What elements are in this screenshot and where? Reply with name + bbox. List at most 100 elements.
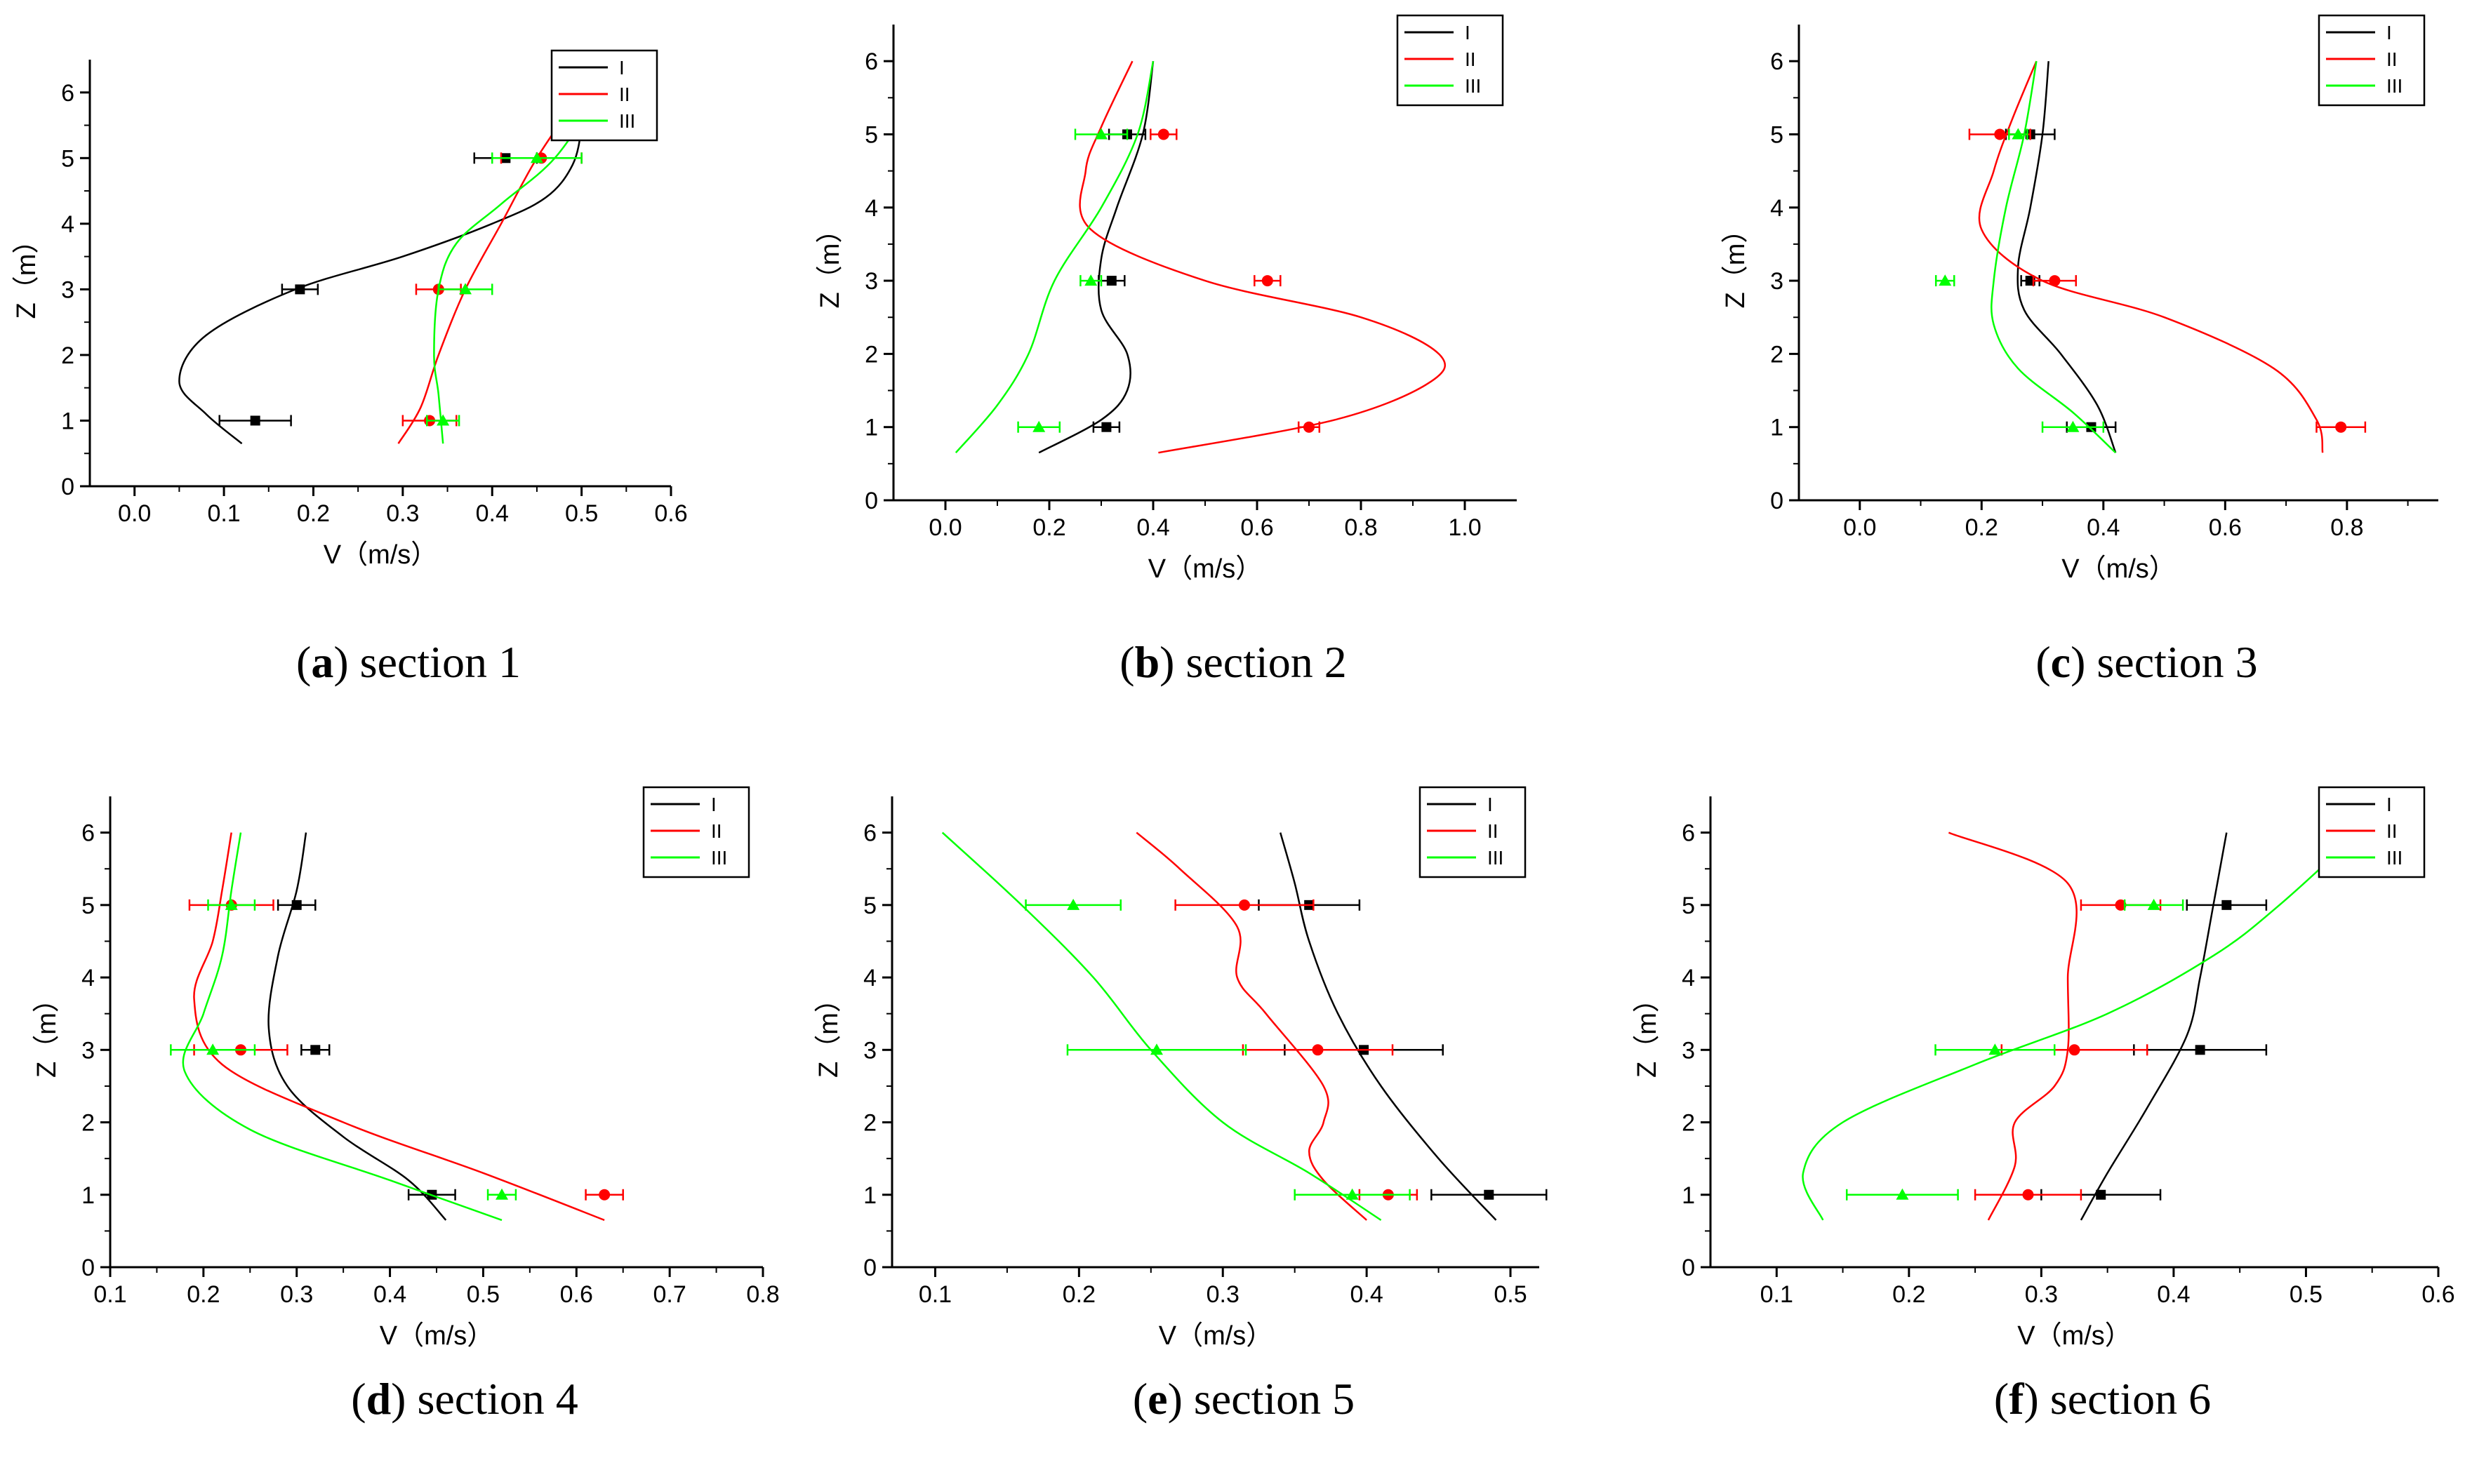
series-III	[1802, 831, 2360, 1221]
data-point-I	[277, 899, 317, 911]
series-line-I	[1279, 832, 1497, 1221]
series-line-III	[1802, 831, 2360, 1221]
marker-triangle	[2066, 420, 2080, 432]
marker-circle	[1312, 1044, 1324, 1056]
caption-letter: c	[2051, 637, 2071, 687]
y-tick-label: 0	[1770, 488, 1783, 514]
legend-box	[2318, 14, 2426, 107]
data-point-II	[2032, 275, 2078, 287]
caption-letter: a	[311, 637, 333, 687]
series-III	[941, 831, 1411, 1221]
y-axis-label: Z（m）	[816, 217, 845, 309]
y-tick-label: 5	[1770, 121, 1783, 148]
x-tick-label: 0.1	[207, 500, 240, 527]
x-tick-label: 0.5	[2290, 1281, 2323, 1308]
y-tick-label: 3	[863, 1037, 877, 1064]
x-tick-label: 0.5	[467, 1281, 500, 1308]
x-tick-label: 0.3	[1207, 1281, 1240, 1308]
marker-circle	[599, 1189, 611, 1201]
series-line-II	[1079, 60, 1447, 454]
marker-circle	[1157, 128, 1169, 140]
series-III	[170, 832, 517, 1222]
y-tick-label: 5	[865, 121, 878, 148]
series-line-III	[433, 92, 601, 444]
x-tick-label: 0.3	[2025, 1281, 2058, 1308]
x-tick-label: 0.6	[654, 500, 687, 527]
data-point-III	[425, 414, 460, 427]
marker-triangle	[1095, 128, 1108, 140]
y-tick-label: 0	[61, 474, 74, 500]
y-tick-label: 6	[81, 820, 95, 847]
y-axis-label: Z（m）	[1633, 986, 1662, 1078]
series-line-I	[2016, 61, 2117, 453]
marker-square	[1484, 1189, 1494, 1200]
legend-label-II: II	[619, 83, 630, 105]
legend-label-II: II	[1487, 820, 1499, 842]
y-tick-label: 3	[61, 276, 74, 303]
data-point-I	[1098, 275, 1126, 287]
caption-close-paren: )	[1159, 637, 1185, 687]
marker-circle	[2022, 1189, 2034, 1201]
chart-panel-f: 0.1 0.2 0.3 0.4 0.5 0.60123456V（m/s）Z（m）IIIII…	[1633, 786, 2455, 1424]
legend-label-III: III	[1487, 847, 1503, 869]
x-tick-label: 0.1	[1760, 1281, 1793, 1308]
x-axis-label: V（m/s）	[1159, 1321, 1273, 1351]
series-line-II	[1948, 831, 2078, 1221]
legend-label-II: II	[2386, 820, 2398, 842]
x-tick-label: 0.3	[280, 1281, 313, 1308]
caption-open-paren: (	[1133, 1374, 1148, 1424]
marker-triangle	[1032, 420, 1046, 432]
x-axis-label: V（m/s）	[324, 540, 438, 570]
x-tick-label: 0.2	[1063, 1281, 1096, 1308]
y-tick-label: 0	[865, 488, 878, 514]
caption-text: section 2	[1185, 637, 1346, 687]
panel-caption: (a) section 1	[296, 637, 521, 687]
marker-square	[1106, 276, 1117, 286]
caption-close-paren: )	[2024, 1374, 2050, 1424]
panel-caption: (f) section 6	[1994, 1374, 2211, 1424]
x-tick-label: 0.8	[2330, 514, 2363, 541]
legend-label-I: I	[1465, 22, 1470, 44]
x-tick-label: 0.4	[476, 500, 509, 527]
data-point-III	[2041, 420, 2105, 433]
chart-panel-d: 0.1 0.2 0.3 0.4 0.5 0.6 0.7 0.8 0 1 2 3 4 5 6 V（m/s） Z（m…	[32, 786, 780, 1424]
series-line-II	[397, 92, 583, 444]
x-tick-label: 1.0	[1448, 514, 1481, 541]
data-point-I	[300, 1044, 331, 1056]
x-axis-label: V（m/s）	[380, 1321, 494, 1351]
caption-letter: d	[366, 1374, 392, 1424]
x-tick-label: 0.8	[1344, 514, 1377, 541]
caption-text: section 3	[2096, 637, 2257, 687]
data-point-III	[1074, 128, 1129, 140]
caption-open-paren: (	[296, 637, 311, 687]
marker-circle	[1994, 128, 2006, 140]
panel-caption: (e) section 5	[1133, 1374, 1355, 1424]
y-tick-label: 6	[1682, 820, 1695, 847]
data-point-III	[1025, 898, 1122, 911]
y-tick-label: 6	[863, 820, 877, 847]
series-I	[1258, 832, 1548, 1221]
y-tick-label: 5	[863, 893, 877, 919]
x-tick-label: 0.2	[297, 500, 330, 527]
legend-label-I: I	[2386, 22, 2392, 44]
series-line-I	[2080, 832, 2228, 1221]
x-tick-label: 0.2	[1965, 514, 1998, 541]
marker-triangle	[2147, 898, 2160, 910]
y-tick-label: 5	[1682, 893, 1695, 919]
x-tick-label: 0.4	[2087, 514, 2120, 541]
marker-triangle	[1345, 1188, 1359, 1200]
x-tick-label: 0.1	[93, 1281, 126, 1308]
caption-open-paren: (	[351, 1374, 366, 1424]
legend-label-I: I	[2386, 794, 2392, 815]
series-II	[1948, 831, 2162, 1221]
caption-close-paren: )	[1168, 1374, 1194, 1424]
y-tick-label: 4	[1770, 195, 1783, 222]
legend-box	[642, 786, 750, 878]
marker-square	[310, 1045, 321, 1055]
y-tick-label: 3	[1682, 1037, 1695, 1064]
legend-box	[1418, 786, 1527, 878]
y-tick-label: 1	[61, 408, 74, 434]
x-axis-label: V（m/s）	[2061, 554, 2176, 584]
